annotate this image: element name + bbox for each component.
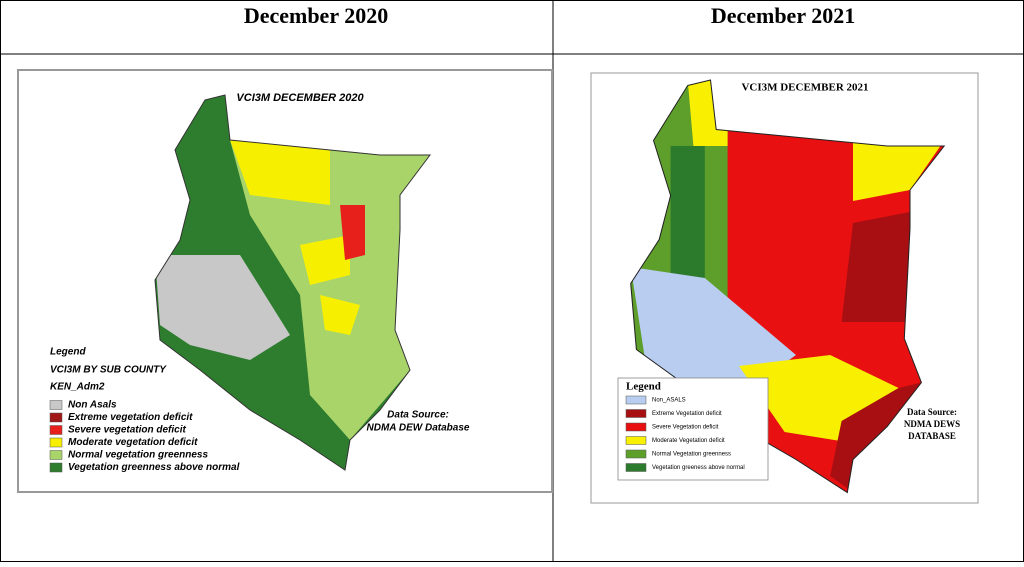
legend-label: Severe vegetation deficit (68, 425, 186, 436)
legend-swatch (49, 462, 63, 473)
legend-label: Severe Vegetation deficit (652, 425, 719, 431)
map-title: VCI3M DECEMBER 2020 (236, 92, 364, 104)
legend-title: Legend (50, 347, 86, 358)
legend-swatch (625, 449, 647, 459)
legend-swatch (625, 463, 647, 472)
legend-label: Non_ASALS (652, 398, 686, 404)
legend-swatch (625, 436, 647, 445)
legend-title: Legend (626, 381, 661, 393)
legend-swatch (49, 412, 63, 423)
legend-swatch (49, 437, 63, 448)
legend-swatch (625, 422, 647, 432)
legend-swatch (49, 425, 63, 435)
column-header: December 2020 (244, 3, 388, 28)
data-source: DATABASE (908, 431, 956, 441)
data-source: NDMA DEW Database (367, 423, 470, 434)
legend-label: Non Asals (68, 400, 117, 411)
legend-label: Normal vegetation greenness (68, 450, 208, 461)
legend-swatch (625, 395, 647, 405)
data-source: NDMA DEWS (904, 419, 960, 429)
data-source: Data Source: (907, 407, 957, 417)
data-source: Data Source: (387, 410, 449, 421)
map-title: VCI3M DECEMBER 2021 (741, 82, 868, 94)
legend-swatch (49, 400, 63, 410)
legend-swatch (49, 450, 63, 460)
legend-label: Moderate Vegetation deficit (652, 438, 725, 444)
legend-swatch (625, 409, 647, 418)
legend-label: Vegetation greeness above normal (652, 465, 745, 471)
legend-layer: KEN_Adm2 (50, 382, 105, 393)
legend-label: Normal Vegetation greenness (652, 452, 731, 458)
legend-label: Extreme vegetation deficit (68, 412, 193, 423)
legend-subtitle: VCI3M BY SUB COUNTY (50, 365, 167, 376)
legend-label: Extreme Vegetation deficit (652, 411, 722, 417)
column-header: December 2021 (711, 3, 855, 28)
legend: Legend Non_ASALS Extreme Vegetation defic… (617, 377, 769, 481)
legend: Legend VCI3M BY SUB COUNTY KEN_Adm2 Non … (49, 347, 240, 473)
legend-label: Moderate vegetation deficit (68, 437, 198, 448)
legend-label: Vegetation greenness above normal (68, 462, 240, 473)
